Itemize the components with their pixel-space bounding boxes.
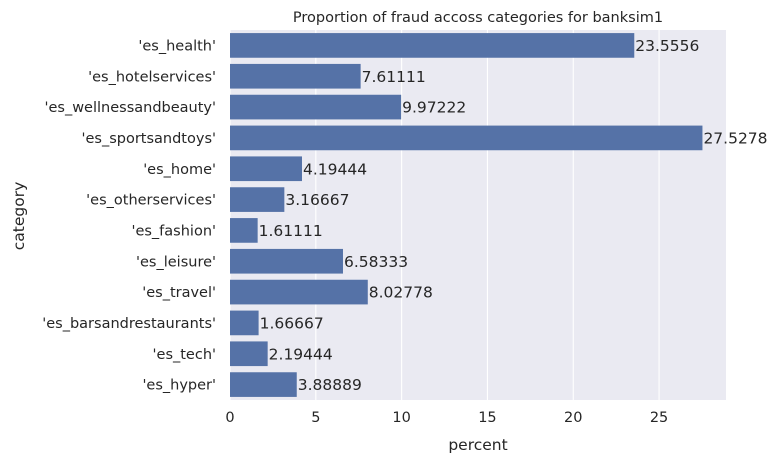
- y-tick-label: 'es_fashion': [131, 223, 216, 239]
- bar: [230, 372, 297, 397]
- data-label: 1.66667: [260, 314, 324, 332]
- plot-area: [230, 30, 726, 400]
- bar: [230, 218, 258, 243]
- bar: [230, 156, 302, 182]
- data-label: 4.19444: [303, 160, 367, 178]
- y-tick-label: 'es_travel': [142, 285, 216, 301]
- y-axis-label: category: [10, 182, 28, 251]
- x-tick-labels: 0 5 10 15 20 25: [225, 410, 668, 426]
- bar: [230, 63, 361, 89]
- x-tick-label: 10: [392, 410, 410, 426]
- y-tick-label: 'es_home': [143, 162, 216, 178]
- bar: [230, 33, 635, 58]
- grid-lines: [229, 30, 660, 400]
- bar: [230, 341, 268, 367]
- y-tick-labels: 'es_health' 'es_hotelservices' 'es_wellnes…: [42, 38, 216, 393]
- data-label: 3.88889: [298, 376, 362, 394]
- y-tick-label: 'es_hotelservices': [88, 69, 216, 85]
- x-tick-label: 20: [564, 410, 582, 426]
- bar: [230, 125, 703, 151]
- y-tick-label: 'es_otherservices': [86, 193, 216, 209]
- x-tick-label: 25: [650, 410, 668, 426]
- y-tick-label: 'es_sportsandtoys': [81, 131, 216, 147]
- y-tick-label: 'es_tech': [153, 347, 216, 363]
- data-label: 8.02778: [369, 284, 433, 302]
- data-label: 27.5278: [703, 129, 767, 147]
- y-tick-label: 'es_leisure': [136, 254, 216, 270]
- x-tick-label: 15: [478, 410, 496, 426]
- data-label: 1.61111: [259, 222, 323, 240]
- bar: [230, 248, 343, 274]
- data-labels: 23.5556 7.61111 9.97222 27.5278 4.19444 3.166…: [259, 37, 768, 394]
- y-tick-label: 'es_barsandrestaurants': [42, 316, 216, 332]
- data-label: 9.97222: [402, 99, 466, 117]
- data-label: 7.61111: [362, 68, 426, 86]
- bar: [230, 187, 285, 212]
- data-label: 6.58333: [344, 253, 408, 271]
- x-tick-label: 5: [311, 410, 320, 426]
- y-tick-label: 'es_hyper': [142, 378, 216, 394]
- y-tick-label: 'es_wellnessandbeauty': [44, 100, 216, 116]
- y-tick-label: 'es_health': [138, 38, 216, 54]
- bar: [230, 279, 368, 305]
- x-tick-label: 0: [225, 410, 234, 426]
- x-axis-label: percent: [448, 436, 507, 454]
- data-label: 3.16667: [285, 191, 349, 209]
- chart-title: Proportion of fraud accoss categories fo…: [293, 10, 663, 26]
- data-label: 2.19444: [269, 345, 333, 363]
- bars: [230, 33, 703, 397]
- bar: [230, 94, 402, 120]
- bar: [230, 310, 259, 336]
- data-label: 23.5556: [635, 37, 699, 55]
